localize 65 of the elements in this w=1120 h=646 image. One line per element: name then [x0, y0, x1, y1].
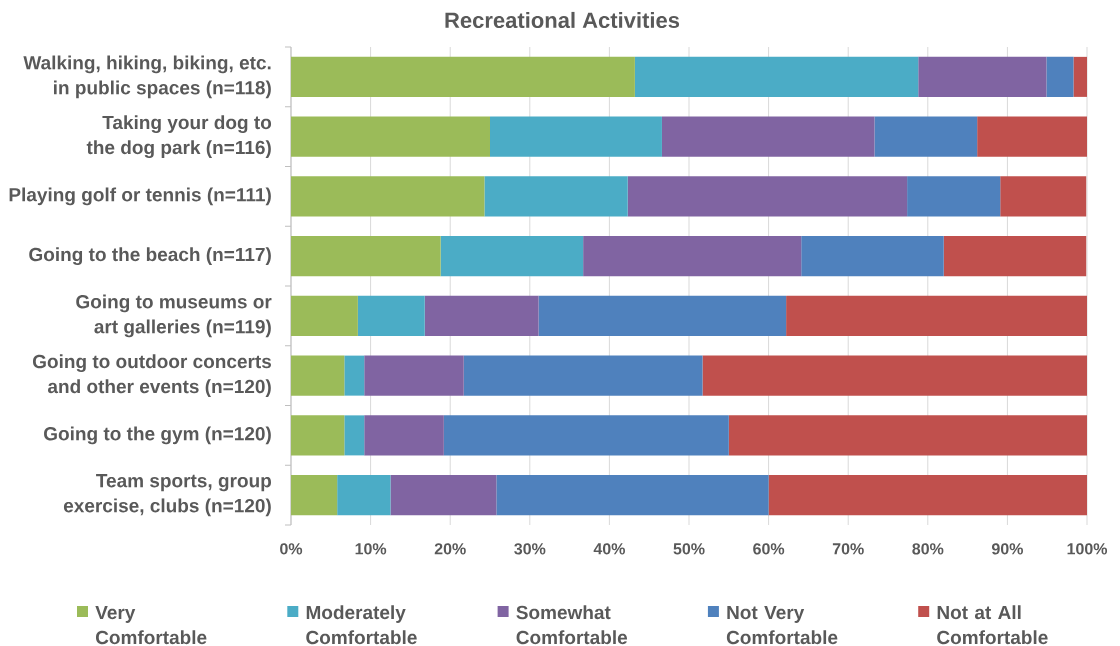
x-tick-label: 40% — [593, 543, 625, 555]
bar — [484, 176, 628, 217]
bar — [337, 475, 391, 516]
x-tick-label: 20% — [434, 543, 466, 555]
bar — [291, 116, 490, 157]
bar — [291, 415, 345, 456]
x-tick-label: 90% — [991, 543, 1023, 555]
bar — [490, 116, 662, 157]
x-tick-label: 10% — [355, 543, 387, 555]
y-tick-label: Taking your dog to the dog park (n=116) — [86, 115, 272, 159]
y-tick-label: Walking, hiking, biking, etc. in public spaces (n=118) — [23, 55, 271, 99]
legend-label: Somewhat Comfortable — [516, 605, 628, 645]
bar — [786, 295, 1088, 336]
bar — [291, 236, 441, 277]
x-tick-label: 70% — [832, 543, 864, 555]
x-tick-label: 60% — [753, 543, 785, 555]
bar — [344, 415, 365, 456]
bar — [1073, 56, 1088, 97]
x-tick-label: 50% — [673, 543, 705, 555]
legend-label: Moderately Comfortable — [306, 605, 417, 645]
bar — [907, 176, 1001, 217]
bar — [440, 236, 584, 277]
bar — [627, 176, 908, 217]
bar — [728, 415, 1088, 456]
bar — [344, 355, 365, 396]
bar — [291, 295, 358, 336]
x-tick-label: 80% — [912, 543, 944, 555]
bar — [538, 295, 787, 336]
bar — [291, 355, 345, 396]
y-tick-label: Going to outdoor concerts and other events (n=120) — [32, 354, 272, 397]
chart-title: Recreational Activities — [445, 11, 680, 29]
bar — [390, 475, 497, 516]
bar — [634, 56, 919, 97]
bar — [918, 56, 1047, 97]
bar — [702, 355, 1088, 396]
bar — [291, 475, 338, 516]
y-tick-label: Team sports, group exercise, clubs (n=120) — [63, 474, 272, 517]
x-tick-label: 100% — [1067, 543, 1108, 555]
bar — [357, 295, 425, 336]
bar — [977, 116, 1088, 157]
y-tick-label: Playing golf or tennis (n=111) — [9, 187, 271, 206]
bar — [1046, 56, 1074, 97]
x-tick-label: 0% — [280, 543, 303, 555]
bar — [943, 236, 1087, 277]
bar — [583, 236, 802, 277]
y-tick-label: Going to the beach (n=117) — [29, 247, 271, 266]
y-tick-label: Going to the gym (n=120) — [44, 426, 271, 445]
bar — [364, 355, 464, 396]
bar — [364, 415, 444, 456]
bar — [874, 116, 978, 157]
y-tick-label: Going to museums or art galleries (n=119) — [76, 294, 272, 338]
bar — [424, 295, 539, 336]
bar — [443, 415, 729, 456]
legend-label: Not at All Comfortable — [937, 605, 1048, 645]
bar — [801, 236, 944, 277]
bar — [768, 475, 1088, 516]
bar — [291, 56, 635, 97]
bar — [291, 176, 485, 217]
bar — [661, 116, 875, 157]
legend-label: Very Comfortable — [95, 605, 207, 645]
bar — [463, 355, 703, 396]
legend-label: Not Very Comfortable — [726, 605, 838, 645]
bar — [1000, 176, 1087, 217]
x-tick-label: 30% — [514, 543, 546, 555]
bar — [496, 475, 769, 516]
